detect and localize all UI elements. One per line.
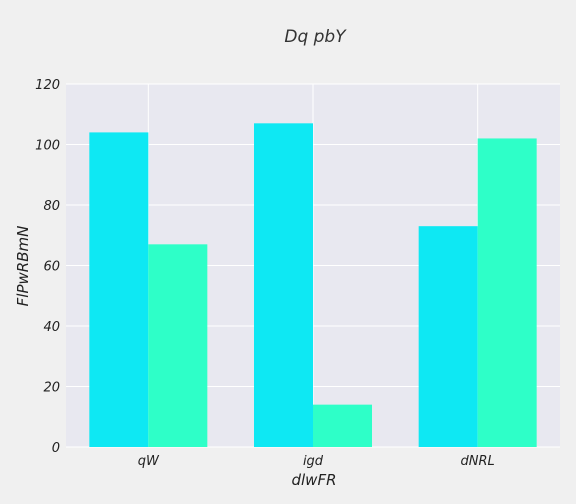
y-tick-label: 0	[52, 441, 60, 456]
y-tick-label: 20	[43, 381, 60, 396]
bar-qW-series-1	[89, 132, 149, 447]
y-tick-label: 100	[35, 139, 60, 154]
x-tick-label: qW	[138, 454, 160, 469]
bar-igd-series-1	[254, 123, 313, 447]
y-tick-label: 60	[43, 260, 60, 275]
bar-qW-series-2	[148, 244, 208, 447]
x-tick-label: igd	[303, 454, 324, 469]
bar-igd-series-2	[313, 404, 372, 447]
x-axis-label: dlwFR	[291, 471, 336, 489]
chart-title: Dq pbY	[284, 27, 347, 47]
y-tick-label: 80	[43, 199, 60, 214]
y-axis-label: FlPwRBmN	[14, 226, 32, 307]
y-tick-labels: 0 20 40 60 80 100 120	[35, 78, 60, 456]
bars	[89, 123, 537, 447]
bar-dNRL-series-1	[418, 226, 478, 447]
bar-dNRL-series-2	[477, 138, 537, 447]
y-tick-label: 120	[35, 78, 60, 93]
x-tick-label: dNRL	[461, 454, 495, 469]
x-tick-labels: qW igd dNRL	[138, 454, 495, 469]
y-tick-label: 40	[43, 320, 60, 335]
